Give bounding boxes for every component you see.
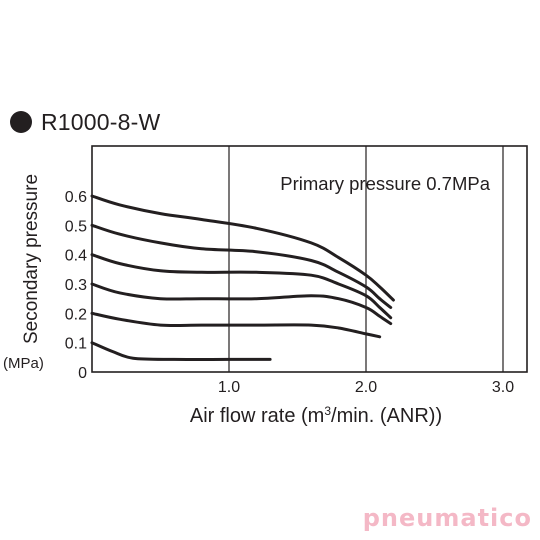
y-tick-label: 0.3 <box>65 277 87 294</box>
series-line-2 <box>90 223 393 309</box>
x-tick-label: 1.0 <box>218 379 240 396</box>
plot-frame <box>91 145 528 373</box>
series-line-1 <box>90 194 395 302</box>
y-tick-label: 0.2 <box>65 306 87 323</box>
model-name: R1000-8-W <box>41 108 161 135</box>
x-tick-label: 3.0 <box>492 379 514 396</box>
y-tick-label: 0.4 <box>65 248 87 265</box>
primary-pressure-annotation: Primary pressure 0.7MPa <box>280 173 490 194</box>
bullet-icon <box>10 111 32 133</box>
x-axis-label: Air flow rate (m3/min. (ANR)) <box>190 404 442 427</box>
series-line-5 <box>90 311 382 339</box>
chart-header: R1000-8-W <box>10 106 160 138</box>
y-tick-label: 0 <box>78 365 87 382</box>
y-tick-label: 0.6 <box>65 189 87 206</box>
y-axis-label: Secondary pressure <box>21 174 42 344</box>
y-tick-label: 0.1 <box>65 336 87 353</box>
x-tick-label: 2.0 <box>355 379 377 396</box>
series-line-4 <box>90 282 393 326</box>
watermark-logo: pneumatico <box>362 504 532 532</box>
y-tick-label: 0.5 <box>65 218 87 235</box>
series-line-3 <box>90 253 393 320</box>
series-line-6 <box>90 341 272 361</box>
y-axis-unit: (MPa) <box>3 355 44 372</box>
